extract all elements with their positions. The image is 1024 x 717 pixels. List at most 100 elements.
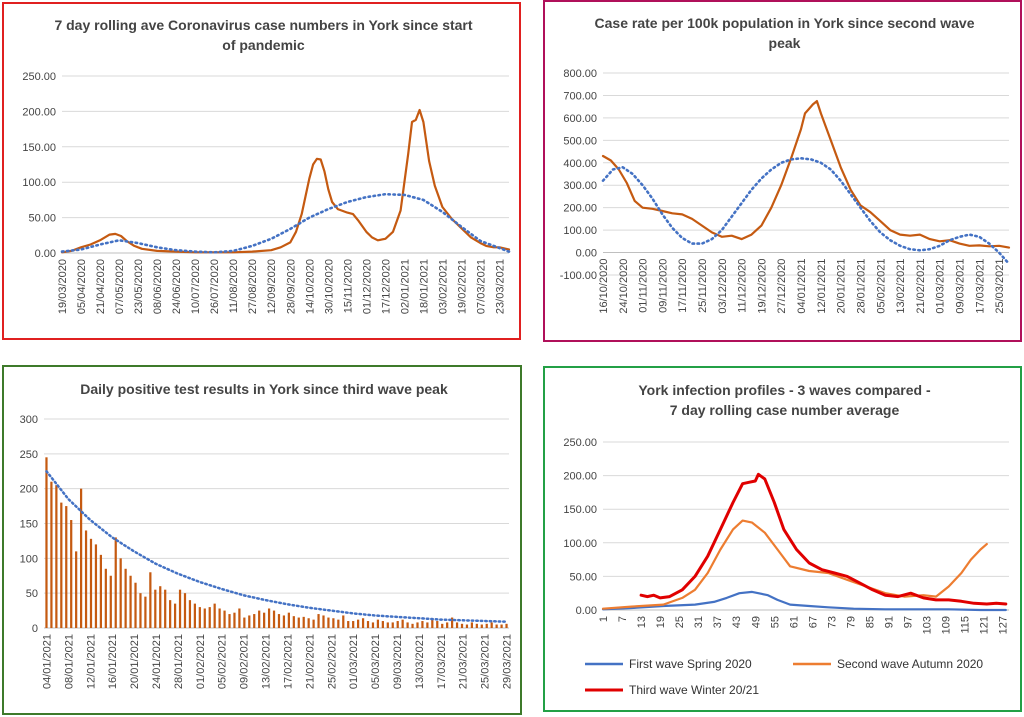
bar bbox=[361, 618, 365, 628]
x-tick-label: 21/02/2021 bbox=[304, 634, 316, 689]
y-tick-label: 200.00 bbox=[22, 106, 56, 118]
bar bbox=[416, 622, 419, 628]
bar bbox=[500, 624, 503, 628]
bar bbox=[406, 622, 409, 628]
y-tick-label: 400.00 bbox=[563, 158, 597, 170]
x-tick-label: 25/02/2021 bbox=[326, 634, 338, 689]
bar bbox=[441, 623, 444, 628]
y-tick-label: 100.00 bbox=[22, 177, 56, 189]
x-tick-label: 24/10/2020 bbox=[618, 259, 630, 314]
bar bbox=[193, 603, 196, 628]
bar bbox=[198, 607, 201, 628]
y-tick-label: 0.00 bbox=[576, 248, 597, 260]
bar bbox=[258, 610, 261, 628]
bar bbox=[208, 607, 211, 628]
bar bbox=[129, 575, 132, 628]
bar bbox=[263, 612, 266, 628]
x-tick-label: 09/11/2020 bbox=[657, 259, 669, 313]
x-tick-label: 27/12/2020 bbox=[776, 259, 788, 314]
series-line bbox=[639, 472, 1008, 606]
x-tick-label: 16/10/2020 bbox=[598, 259, 610, 314]
x-tick-label: 25/11/2020 bbox=[697, 259, 709, 313]
chart-panel-daily-positive-tests: Daily positive test results in York sinc… bbox=[2, 365, 522, 715]
bar bbox=[426, 622, 429, 628]
x-tick-label: 91 bbox=[883, 616, 895, 628]
x-tick-label: 01/03/2021 bbox=[935, 259, 947, 314]
bar bbox=[267, 608, 271, 628]
bar bbox=[287, 612, 290, 628]
y-tick-label: 500.00 bbox=[563, 135, 597, 147]
trend-line bbox=[601, 157, 1011, 266]
bar bbox=[391, 622, 394, 628]
bar bbox=[381, 621, 384, 628]
bar bbox=[218, 608, 221, 628]
y-tick-label: 100 bbox=[20, 553, 38, 565]
bar bbox=[119, 558, 122, 628]
bar bbox=[223, 610, 226, 628]
bar bbox=[297, 617, 300, 628]
trend-line bbox=[60, 192, 511, 254]
bar bbox=[347, 621, 350, 628]
x-tick-label: 10/07/2020 bbox=[190, 259, 202, 314]
x-tick-label: 17/03/2021 bbox=[974, 259, 986, 314]
bar bbox=[65, 506, 68, 628]
y-tick-label: 250 bbox=[20, 449, 38, 461]
bar bbox=[84, 530, 88, 628]
x-tick-label: 23/05/2020 bbox=[133, 259, 145, 314]
y-tick-label: 50 bbox=[26, 588, 38, 600]
bar bbox=[342, 615, 345, 628]
bar bbox=[114, 537, 117, 628]
x-tick-label: 73 bbox=[826, 616, 838, 628]
y-tick-label: 0.00 bbox=[576, 605, 597, 617]
x-tick-label: 04/01/2021 bbox=[796, 259, 808, 314]
bar bbox=[475, 623, 478, 628]
x-tick-label: 13/02/2021 bbox=[261, 634, 273, 689]
bar bbox=[317, 614, 320, 628]
bar bbox=[178, 589, 182, 628]
series-line bbox=[601, 519, 988, 610]
chart-panel-infection-profiles: York infection profiles - 3 waves compar… bbox=[543, 366, 1022, 712]
bar bbox=[134, 582, 137, 628]
bar bbox=[154, 589, 157, 628]
bar bbox=[75, 551, 78, 628]
bar bbox=[272, 610, 276, 628]
x-tick-label: 19/02/2021 bbox=[456, 259, 468, 314]
x-tick-label: 37 bbox=[712, 616, 724, 628]
x-tick-label: 23/03/2021 bbox=[494, 259, 506, 314]
chart-title: peak bbox=[769, 35, 801, 51]
y-tick-label: 150.00 bbox=[563, 504, 597, 516]
y-tick-label: 50.00 bbox=[28, 213, 56, 225]
x-tick-label: 14/10/2020 bbox=[304, 259, 316, 314]
x-tick-label: 03/02/2021 bbox=[437, 259, 449, 314]
bar bbox=[228, 614, 231, 628]
bar bbox=[169, 600, 172, 628]
x-tick-label: 01/11/2020 bbox=[638, 259, 650, 313]
y-tick-label: 0.00 bbox=[35, 248, 56, 260]
bar bbox=[164, 589, 167, 628]
bar bbox=[431, 619, 434, 628]
x-tick-label: 20/01/2021 bbox=[836, 259, 848, 314]
bar bbox=[485, 623, 488, 628]
chart-title: Daily positive test results in York sinc… bbox=[80, 381, 448, 397]
bar bbox=[312, 619, 315, 628]
x-tick-label: 13/02/2021 bbox=[895, 259, 907, 314]
x-tick-label: 02/01/2021 bbox=[399, 259, 411, 314]
bar bbox=[371, 622, 375, 628]
x-tick-label: 24/01/2021 bbox=[151, 634, 163, 689]
bar bbox=[460, 623, 464, 628]
bar bbox=[455, 622, 459, 628]
x-tick-label: 25 bbox=[674, 616, 686, 628]
x-tick-label: 07/05/2020 bbox=[114, 259, 126, 314]
x-tick-label: 03/12/2020 bbox=[717, 259, 729, 314]
bar bbox=[139, 593, 142, 628]
x-tick-label: 11/08/2020 bbox=[228, 259, 240, 313]
x-tick-label: 103 bbox=[922, 616, 934, 634]
x-tick-label: 13/03/2021 bbox=[414, 634, 426, 689]
bar bbox=[450, 617, 454, 628]
y-tick-label: 100.00 bbox=[563, 225, 597, 237]
bar bbox=[183, 593, 187, 628]
x-tick-label: 67 bbox=[807, 616, 819, 628]
legend-label: First wave Spring 2020 bbox=[629, 657, 752, 671]
y-tick-label: 150.00 bbox=[22, 142, 56, 154]
bar bbox=[337, 619, 340, 628]
